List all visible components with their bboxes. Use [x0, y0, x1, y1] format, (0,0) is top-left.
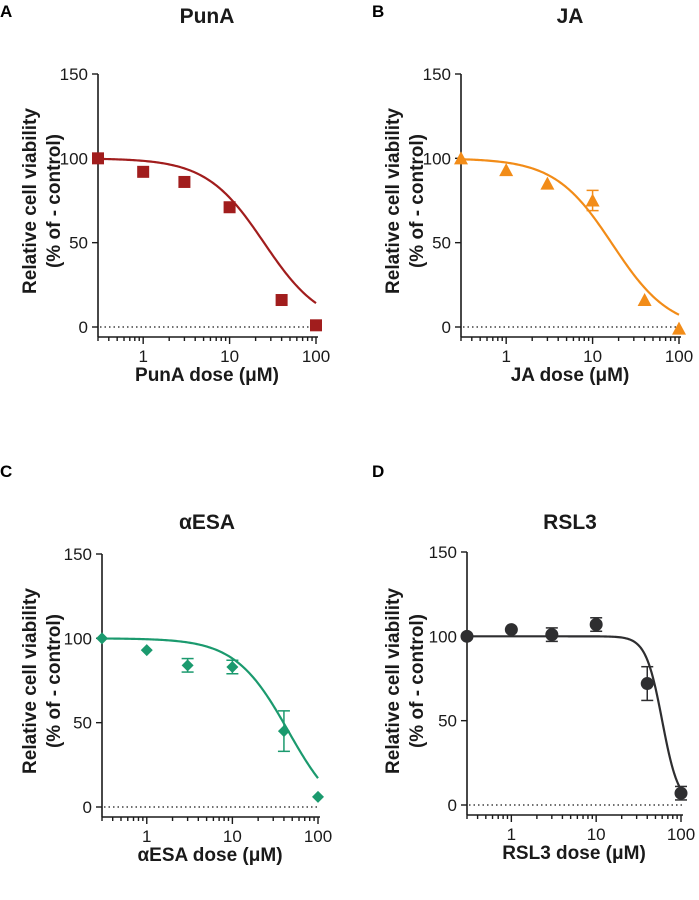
- x-tick-label: 100: [304, 827, 332, 846]
- y-tick-label: 50: [432, 234, 451, 253]
- y-tick-label: 50: [69, 234, 88, 253]
- x-tick-label: 100: [667, 825, 695, 844]
- fit-curve: [467, 635, 682, 791]
- x-axis-label: RSL3 dose (μM): [502, 843, 646, 864]
- y-tick-label: 100: [423, 149, 451, 168]
- chart-panel-b: B JA Relative cell viability (% of - contro…: [372, 2, 693, 386]
- x-tick-label: 10: [220, 347, 239, 366]
- y-tick-label: 50: [438, 712, 457, 731]
- data-point: [504, 623, 518, 637]
- x-tick-label: 1: [142, 827, 151, 846]
- data-point: [312, 790, 324, 803]
- x-tick-label: 1: [501, 347, 510, 366]
- chart-panel-d: D RSL3 Relative cell viability (% of - cont…: [372, 462, 695, 864]
- data-point: [96, 632, 108, 645]
- data-point: [674, 786, 688, 800]
- data-point: [137, 165, 150, 178]
- y-axis-label-line: Relative cell viability: [20, 108, 41, 294]
- y-axis-label: Relative cell viability (% of - control): [383, 588, 428, 774]
- data-point: [640, 677, 654, 691]
- data-point: [545, 628, 559, 642]
- chart-title: RSL3: [543, 511, 597, 534]
- x-axis-label: αESA dose (μM): [137, 845, 282, 866]
- y-tick-label: 100: [429, 627, 457, 646]
- y-tick-label: 0: [83, 798, 92, 817]
- data-point: [589, 618, 603, 632]
- y-tick-label: 150: [423, 65, 451, 84]
- data-point: [277, 725, 290, 738]
- data-point: [275, 294, 288, 307]
- y-axis-label-line: Relative cell viability: [383, 588, 404, 774]
- y-axis-label: Relative cell viability (% of - control): [383, 108, 428, 294]
- y-axis-label-line: Relative cell viability: [383, 108, 404, 294]
- data-point: [310, 319, 322, 332]
- data-point: [140, 644, 153, 657]
- y-axis-label-line: Relative cell viability: [20, 588, 41, 774]
- chart-title: JA: [557, 5, 584, 28]
- panel-letter: A: [0, 2, 12, 21]
- data-point: [92, 152, 104, 165]
- x-tick-label: 100: [665, 347, 693, 366]
- data-point: [540, 176, 555, 190]
- panel-letter: B: [372, 2, 384, 21]
- data-point: [672, 321, 686, 335]
- y-tick-label: 0: [79, 318, 88, 337]
- x-tick-label: 10: [583, 347, 602, 366]
- chart-panel-a: A PunA Relative cell viability (% of - cont…: [0, 2, 330, 386]
- x-tick-label: 1: [138, 347, 147, 366]
- data-point: [637, 293, 652, 307]
- fit-curve: [97, 157, 317, 305]
- data-point: [226, 661, 239, 674]
- y-tick-label: 0: [442, 318, 451, 337]
- x-axis-label: JA dose (μM): [511, 365, 630, 386]
- y-tick-label: 100: [60, 149, 88, 168]
- x-tick-label: 100: [302, 347, 330, 366]
- chart-title: PunA: [180, 5, 235, 28]
- x-tick-label: 10: [223, 827, 242, 846]
- chart-title: αESA: [179, 511, 235, 534]
- data-point: [181, 659, 194, 672]
- fit-curve: [460, 158, 680, 316]
- y-tick-label: 150: [60, 65, 88, 84]
- data-point: [460, 629, 474, 643]
- y-tick-label: 150: [429, 543, 457, 562]
- data-point: [178, 175, 191, 188]
- fit-curve: [101, 637, 319, 779]
- data-point: [499, 163, 514, 177]
- panel-letter: D: [372, 462, 384, 481]
- y-tick-label: 150: [64, 545, 92, 564]
- x-axis-label: PunA dose (μM): [135, 365, 279, 386]
- data-point: [585, 193, 600, 207]
- y-axis-label-line: (% of - control): [44, 614, 65, 748]
- y-axis-label: Relative cell viability (% of - control): [20, 108, 65, 294]
- x-tick-label: 1: [507, 825, 516, 844]
- y-tick-label: 0: [448, 796, 457, 815]
- y-tick-label: 50: [73, 714, 92, 733]
- data-point: [454, 151, 468, 165]
- y-tick-label: 100: [64, 629, 92, 648]
- y-axis-label-line: (% of - control): [407, 614, 428, 748]
- y-axis-label-line: (% of - control): [407, 134, 428, 268]
- y-axis-label: Relative cell viability (% of - control): [20, 588, 65, 774]
- data-point: [223, 201, 236, 214]
- panel-letter: C: [0, 462, 12, 481]
- x-tick-label: 10: [587, 825, 606, 844]
- y-axis-label-line: (% of - control): [44, 134, 65, 268]
